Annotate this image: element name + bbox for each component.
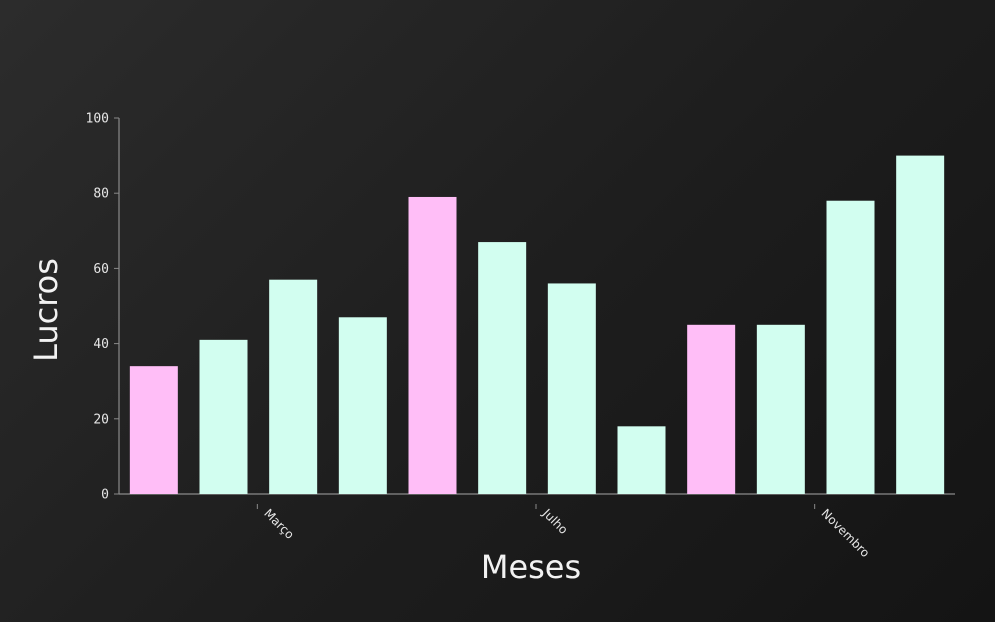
- y-tick-label: 100: [86, 112, 109, 127]
- bar: [408, 196, 457, 494]
- y-tick-label: 60: [93, 262, 109, 277]
- y-tick-label: 40: [93, 337, 109, 352]
- bar: [269, 279, 318, 494]
- x-tick-label: Março: [261, 506, 297, 542]
- bar: [547, 283, 596, 494]
- bar: [199, 339, 248, 494]
- x-axis-title: Meses: [481, 548, 581, 586]
- bar: [756, 324, 805, 494]
- y-tick-label: 80: [93, 187, 109, 202]
- y-tick-label: 20: [93, 412, 109, 427]
- bar: [687, 324, 736, 494]
- bar: [338, 317, 387, 494]
- y-axis-title: Lucros: [27, 258, 65, 362]
- bar: [617, 426, 666, 494]
- bar: [896, 155, 945, 494]
- bar: [478, 242, 527, 494]
- bar: [826, 200, 875, 494]
- x-tick-label: Julho: [539, 506, 570, 537]
- y-axis: 0 20 40 60 80 100: [86, 112, 120, 503]
- bar: [129, 366, 178, 494]
- bars: [129, 155, 945, 494]
- x-tick-label: Novembro: [819, 506, 873, 560]
- y-tick-label: 0: [101, 488, 109, 503]
